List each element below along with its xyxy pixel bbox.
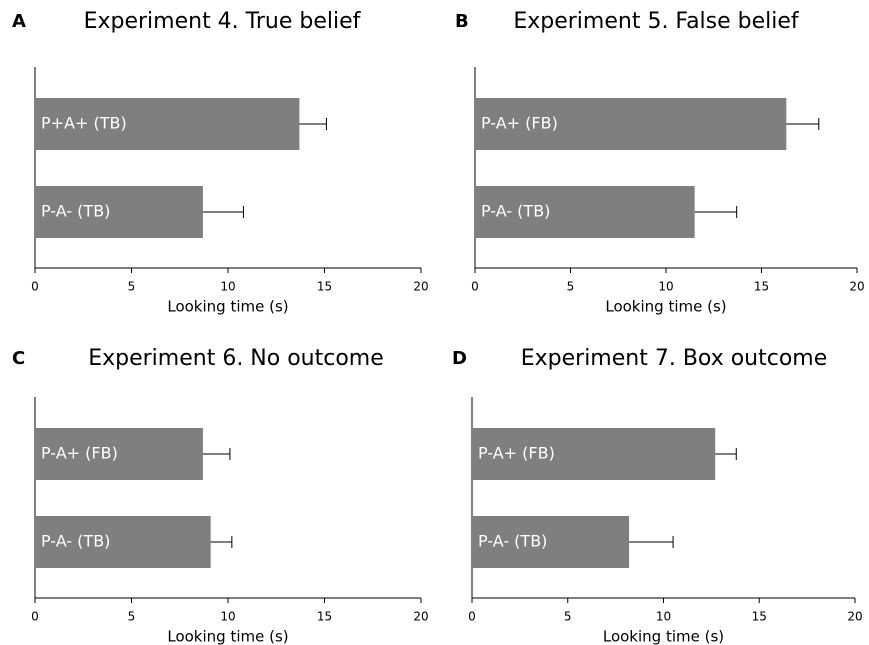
- bar-label: P-A+ (FB): [41, 444, 118, 463]
- x-axis-label: Looking time (s): [605, 298, 726, 316]
- panel-letter: B: [455, 11, 469, 32]
- x-tick-label: 10: [220, 610, 235, 624]
- x-tick-label: 10: [656, 610, 671, 624]
- panel-letter: A: [12, 11, 26, 32]
- x-tick-label: 5: [128, 610, 136, 624]
- bar-label: P-A- (TB): [41, 532, 110, 551]
- x-axis-label: Looking time (s): [167, 628, 288, 645]
- x-tick-label: 0: [31, 280, 39, 294]
- x-tick-label: 0: [471, 280, 479, 294]
- x-axis-label: Looking time (s): [167, 298, 288, 316]
- x-tick-label: 15: [754, 280, 769, 294]
- x-tick-label: 20: [413, 280, 428, 294]
- chart-title: Experiment 4. True belief: [84, 9, 362, 34]
- bar: [472, 428, 716, 480]
- bar: [472, 516, 630, 568]
- x-tick-label: 10: [658, 280, 673, 294]
- panel-letter: C: [12, 348, 25, 369]
- chart-title: Experiment 6. No outcome: [88, 346, 384, 371]
- x-tick-label: 20: [413, 610, 428, 624]
- bar: [35, 428, 203, 480]
- x-tick-label: 15: [317, 280, 332, 294]
- x-tick-label: 0: [31, 610, 39, 624]
- x-axis-label: Looking time (s): [603, 628, 724, 645]
- bar-label: P-A+ (FB): [478, 444, 555, 463]
- bar: [475, 98, 787, 150]
- bar: [35, 516, 211, 568]
- x-tick-label: 5: [128, 280, 136, 294]
- x-tick-label: 20: [849, 280, 864, 294]
- bar-label: P-A- (TB): [41, 202, 110, 221]
- bar-label: P+A+ (TB): [41, 114, 127, 133]
- x-tick-label: 15: [752, 610, 767, 624]
- bar-label: P-A+ (FB): [481, 114, 558, 133]
- x-tick-label: 15: [317, 610, 332, 624]
- bar: [35, 98, 300, 150]
- panel-letter: D: [452, 348, 467, 369]
- x-tick-label: 10: [220, 280, 235, 294]
- x-tick-label: 0: [468, 610, 476, 624]
- chart-title: Experiment 5. False belief: [513, 9, 800, 34]
- bar: [475, 186, 695, 238]
- bar: [35, 186, 203, 238]
- x-tick-label: 20: [847, 610, 862, 624]
- x-tick-label: 5: [567, 280, 575, 294]
- x-tick-label: 5: [564, 610, 572, 624]
- bar-label: P-A- (TB): [478, 532, 547, 551]
- chart-title: Experiment 7. Box outcome: [521, 346, 828, 371]
- bar-label: P-A- (TB): [481, 202, 550, 221]
